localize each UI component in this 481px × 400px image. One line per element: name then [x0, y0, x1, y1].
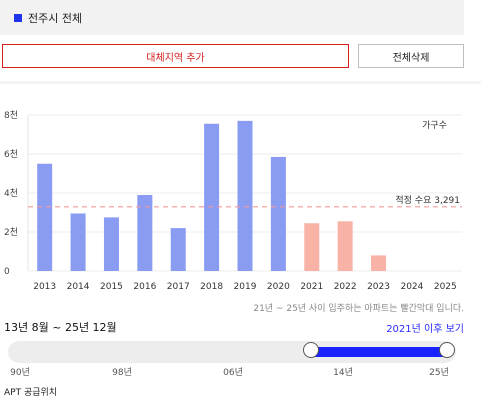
bar	[304, 223, 320, 271]
delete-all-button[interactable]: 전체삭제	[358, 44, 464, 68]
period-slider-start-handle[interactable]	[303, 342, 319, 358]
period-slider-end-handle[interactable]	[439, 342, 455, 358]
y-tick-label: 4천	[4, 188, 18, 199]
bar	[137, 194, 153, 271]
y-tick-label: 2천	[4, 227, 18, 238]
chart-note: 21년 ~ 25년 사이 입주하는 아파트는 빨간막대 입니다.	[253, 304, 464, 314]
x-tick-label: 2017	[167, 282, 190, 292]
region-color-marker	[14, 13, 22, 22]
bar	[204, 123, 220, 272]
supply-bar-chart: 0 2천 4천 6천 8천 2013 2014 2015 2016 2017 2018 2019 202…	[4, 110, 462, 292]
x-tick-label: 2024	[400, 282, 423, 292]
y-tick-label: 8천	[4, 110, 18, 121]
x-tick-label: 2025	[434, 282, 457, 292]
x-tick-label: 2015	[100, 282, 123, 292]
region-label: 전주시 전체	[28, 11, 83, 25]
x-tick-label: 2020	[267, 282, 290, 292]
x-tick-label: 2016	[133, 282, 156, 292]
legend-label: 가구수	[422, 120, 447, 131]
x-tick-label: 2013	[33, 282, 56, 292]
slider-tick-label: 14년	[333, 368, 353, 378]
x-tick-label: 2014	[67, 282, 90, 292]
supply-location-label: APT 공급위치	[4, 388, 58, 398]
x-tick-label: 2021	[300, 282, 323, 292]
bar	[270, 156, 286, 271]
slider-tick-label: 25년	[429, 368, 449, 378]
y-tick-label: 0	[4, 267, 10, 277]
period-slider-range	[311, 347, 447, 357]
bar	[103, 217, 119, 271]
region-bar: 전주시 전체	[0, 0, 464, 35]
x-tick-label: 2018	[200, 282, 223, 292]
section-divider	[0, 81, 481, 84]
bar	[237, 120, 253, 271]
x-tick-label: 2019	[234, 282, 257, 292]
bar	[70, 213, 86, 271]
view-after-2021-link[interactable]: 2021년 이후 보기	[386, 324, 464, 335]
add-region-button[interactable]: 대체지역 추가	[2, 44, 349, 68]
y-tick-label: 6천	[4, 149, 18, 160]
slider-tick-label: 98년	[112, 368, 132, 378]
bar	[37, 163, 53, 271]
x-tick-label: 2023	[367, 282, 390, 292]
bar	[170, 228, 186, 271]
reference-line-label: 적정 수요 3,291	[395, 194, 460, 206]
period-slider-track[interactable]	[8, 341, 456, 363]
bar	[337, 221, 353, 271]
slider-tick-label: 06년	[223, 368, 243, 378]
x-tick-label: 2022	[334, 282, 357, 292]
slider-tick-label: 90년	[10, 368, 30, 378]
bar	[371, 255, 387, 271]
period-label: 13년 8월 ~ 25년 12월	[4, 321, 117, 334]
